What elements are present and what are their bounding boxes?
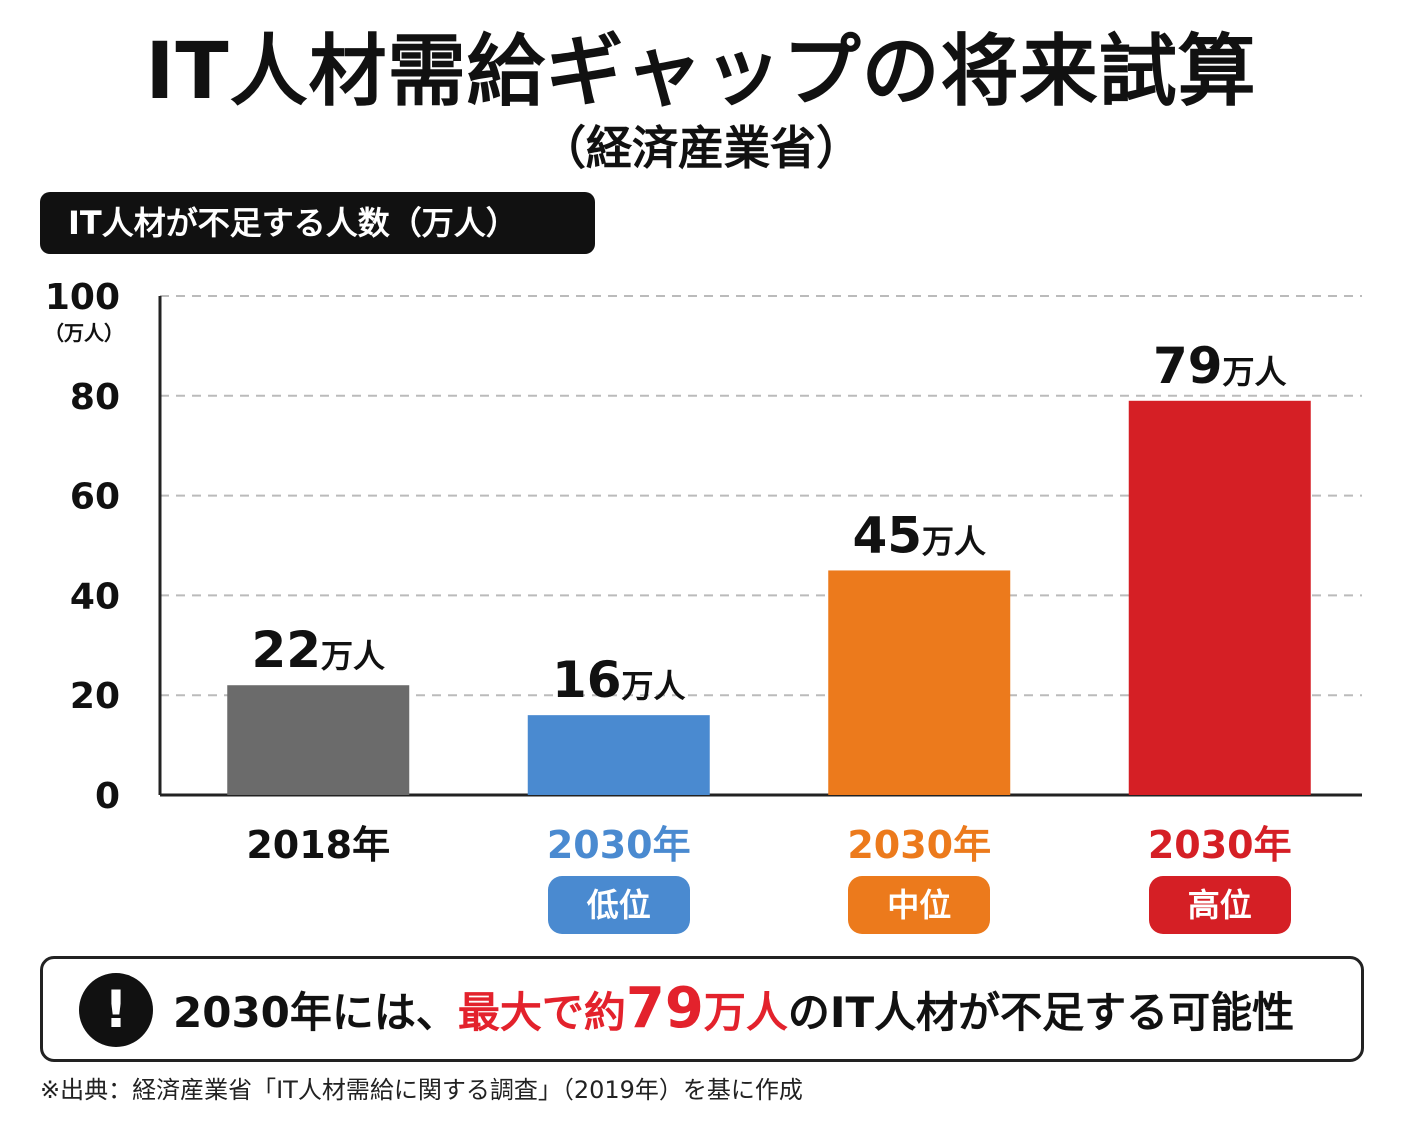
data-label: 79万人 — [1153, 337, 1287, 395]
data-label: 22万人 — [251, 621, 385, 679]
y-tick-label: 40 — [70, 576, 120, 617]
callout-part1: 2030年には、 — [173, 988, 458, 1037]
y-tick-label: 100 — [45, 277, 120, 318]
x-tick-label: 2030年 — [547, 823, 691, 867]
callout-part2: 最大で約 — [457, 988, 626, 1037]
y-tick-label: 0 — [95, 776, 120, 817]
bar — [828, 570, 1011, 795]
data-label: 16万人 — [552, 651, 686, 709]
bar — [227, 685, 410, 795]
scenario-pill: 低位 — [547, 876, 690, 934]
scenario-pill: 高位 — [1148, 876, 1291, 934]
chart-subtitle: （経済産業省） — [540, 121, 862, 175]
callout-part3: 79 — [625, 976, 704, 1041]
y-tick-label: 20 — [70, 676, 120, 717]
x-tick-label: 2030年 — [1148, 823, 1292, 867]
callout-text: 2030年には、最大で約79万人のIT人材が不足する可能性 — [173, 959, 1294, 1059]
chart-title: IT人材需給ギャップの将来試算 — [145, 27, 1257, 117]
x-tick-label: 2030年 — [847, 823, 991, 867]
callout-box: ! 2030年には、最大で約79万人のIT人材が不足する可能性 — [40, 956, 1364, 1062]
callout-part4: 万人 — [703, 988, 788, 1037]
y-tick-label: 60 — [70, 477, 120, 518]
data-label: 45万人 — [852, 506, 986, 564]
bar — [527, 715, 710, 795]
y-unit-label: （万人） — [44, 321, 124, 345]
x-tick-label: 2018年 — [246, 823, 390, 867]
callout-part5: のIT人材が不足する可能性 — [787, 988, 1295, 1037]
exclamation-icon: ! — [79, 973, 153, 1047]
source-note: ※出典：経済産業省「IT人材需給に関する調査」（2019年）を基に作成 — [40, 1076, 803, 1104]
unit-tag: IT人材が不足する人数（万人） — [40, 192, 595, 254]
scenario-pill: 中位 — [848, 876, 991, 934]
bar — [1128, 400, 1311, 795]
y-tick-label: 80 — [70, 377, 120, 418]
bar-chart: 0 20 40 60 80 100 （万人） 22万人 2018年 16万人 2030年 45万人 20… — [44, 277, 1362, 867]
